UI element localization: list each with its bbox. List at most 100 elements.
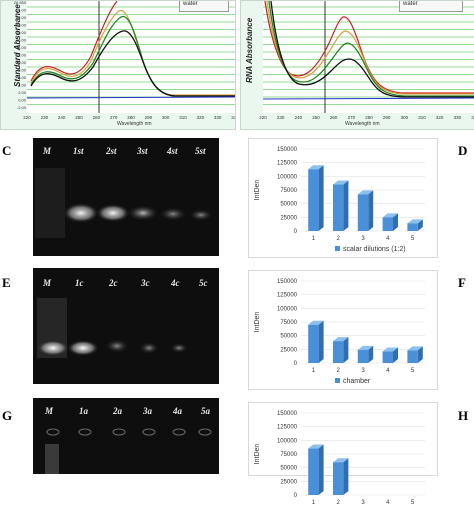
y-tick-label: 100000 <box>277 174 298 180</box>
y-tick-label: 50000 <box>280 202 297 208</box>
spectrum-x-tick: 270 <box>110 115 118 120</box>
bar-side <box>343 337 349 363</box>
gel-image-g: M 1a 2a 3a 4a 5a <box>33 398 219 474</box>
x-tick-label: 3 <box>361 368 365 374</box>
bar <box>357 194 369 231</box>
bar <box>308 324 319 363</box>
spectrum-x-tick: 250 <box>312 115 320 120</box>
y-tick-label: 100000 <box>277 438 298 444</box>
spectrum-x-tick: 230 <box>277 115 285 120</box>
spectrum-y-tick: 4.00 <box>18 83 27 88</box>
gel-lane-label: 2a <box>113 406 122 416</box>
bar-side <box>368 190 374 231</box>
gel-lane-label: M <box>43 278 52 288</box>
spectrum-x-tick: 300 <box>162 115 170 120</box>
gel-lane-label: M <box>43 146 52 156</box>
y-tick-label: 25000 <box>280 479 297 485</box>
bar <box>308 448 319 495</box>
spectrum-y-tick: 14.00 <box>16 45 27 50</box>
y-tick-label: 125000 <box>277 293 298 299</box>
spectrum-xlabel-b: Wavelength nm <box>345 121 380 127</box>
panel-letter-f: F <box>458 275 466 290</box>
x-tick-label: 5 <box>411 500 415 506</box>
x-tick-label: 4 <box>386 368 390 374</box>
legend-label: chamber <box>343 378 371 385</box>
bar-side <box>417 219 423 231</box>
gel-lane-label: 3a <box>143 406 152 416</box>
bar-side <box>343 458 349 495</box>
gel-lane-label: 3c <box>141 278 150 288</box>
spectrum-x-tick: 290 <box>145 115 153 120</box>
bar-side <box>393 213 399 231</box>
y-tick-label: 25000 <box>280 215 297 221</box>
x-tick-label: 2 <box>337 236 341 242</box>
spectrum-x-tick: 260 <box>330 115 338 120</box>
legend-swatch <box>335 246 340 251</box>
bar-chart-h: 0 25000 50000 75000 100000 125000 150000 IntDen… <box>248 402 438 506</box>
bar-chart-svg: 0 25000 50000 75000 100000 125000 150000 IntDen… <box>254 279 425 385</box>
bar-top <box>382 213 399 218</box>
spectrum-y-tick: 0.00 <box>18 98 27 103</box>
x-tick-label: 2 <box>337 500 341 506</box>
bar-top <box>308 320 324 325</box>
y-tick-label: 25000 <box>280 347 297 353</box>
y-tick-label: 150000 <box>277 279 298 285</box>
bar-chart-d: 0 25000 50000 75000 100000 125000 150000 IntDen… <box>248 138 438 258</box>
spectrum-y-tick: 12.00 <box>16 53 27 58</box>
bar <box>332 462 344 495</box>
y-tick-label: 100000 <box>277 306 298 312</box>
x-tick-label: 1 <box>312 500 316 506</box>
y-tick-label: 125000 <box>277 425 298 431</box>
spectrum-x-tick: 320 <box>197 115 205 120</box>
spectrum-y-tick: 20.00 <box>16 23 27 28</box>
panel-letter-d: D <box>458 143 468 158</box>
y-tick-label: 75000 <box>280 188 297 194</box>
spectrum-y-tick: -2.00 <box>17 105 27 110</box>
y-tick-label: 0 <box>294 361 298 367</box>
spectrum-x-tick: 340 <box>231 115 235 120</box>
x-tick-label: 2 <box>337 368 341 374</box>
bar <box>357 349 369 363</box>
spectrum-legend-label: water <box>183 1 198 7</box>
bar <box>332 341 344 363</box>
spectrum-x-tick: 340 <box>471 115 474 120</box>
spectrum-x-tick: 220 <box>259 115 267 120</box>
bar-side <box>417 346 423 363</box>
spectrum-ylabel-a: Standard Absorbance <box>13 4 22 87</box>
gel-bands-e <box>37 298 188 358</box>
gel-lane-label: M <box>45 406 54 416</box>
spectrum-legend-a: water <box>179 1 229 12</box>
spectrum-x-tick: 280 <box>365 115 373 120</box>
spectrum-ylabel-b: RNA Absorbance <box>245 17 254 83</box>
panel-letter-c: C <box>2 143 12 158</box>
gel-lane-label: 4c <box>171 278 180 288</box>
y-tick-label: 0 <box>294 493 298 499</box>
gel-lane-label: 1st <box>73 146 84 156</box>
spectrum-x-tick: 320 <box>436 115 444 120</box>
panel-letter-h: H <box>458 408 469 423</box>
x-tick-label: 1 <box>312 368 316 374</box>
bar <box>308 169 319 231</box>
bar <box>407 350 418 363</box>
gel-image-c: M 1st 2st 3st 4st 5st <box>33 138 219 256</box>
spectrum-y-tick: 10.00 <box>16 60 27 65</box>
spectrum-x-tick: 330 <box>454 115 462 120</box>
bar-top <box>332 337 349 342</box>
y-tick-label: 150000 <box>277 411 298 417</box>
bar-chart-svg: 0 25000 50000 75000 100000 125000 150000 IntDen… <box>254 411 425 506</box>
spectrum-x-tick: 230 <box>41 115 49 120</box>
gel-bands-c <box>35 168 213 238</box>
spectrum-xlabel-a: Wavelength nm <box>117 121 152 127</box>
bar-top <box>382 347 399 352</box>
spectrum-plot-b: 220 230 240 250 260 270 280 290 300 310 320 330 340 <box>259 1 474 120</box>
x-tick-label: 4 <box>386 500 390 506</box>
gel-lane-label: 1a <box>79 406 88 416</box>
spectrum-panel-a: 220 230 240 250 260 270 280 290 300 310 320 330 340 2… <box>0 0 236 130</box>
y-tick-label: 125000 <box>277 161 298 167</box>
bar-top <box>357 345 374 350</box>
y-tick-label: 75000 <box>280 320 297 326</box>
spectrum-y-tick: 16.00 <box>16 38 27 43</box>
spectrum-y-tick: 18.00 <box>16 30 27 35</box>
gel-lane-label: 5c <box>199 278 208 288</box>
spectrum-x-tick: 240 <box>295 115 303 120</box>
